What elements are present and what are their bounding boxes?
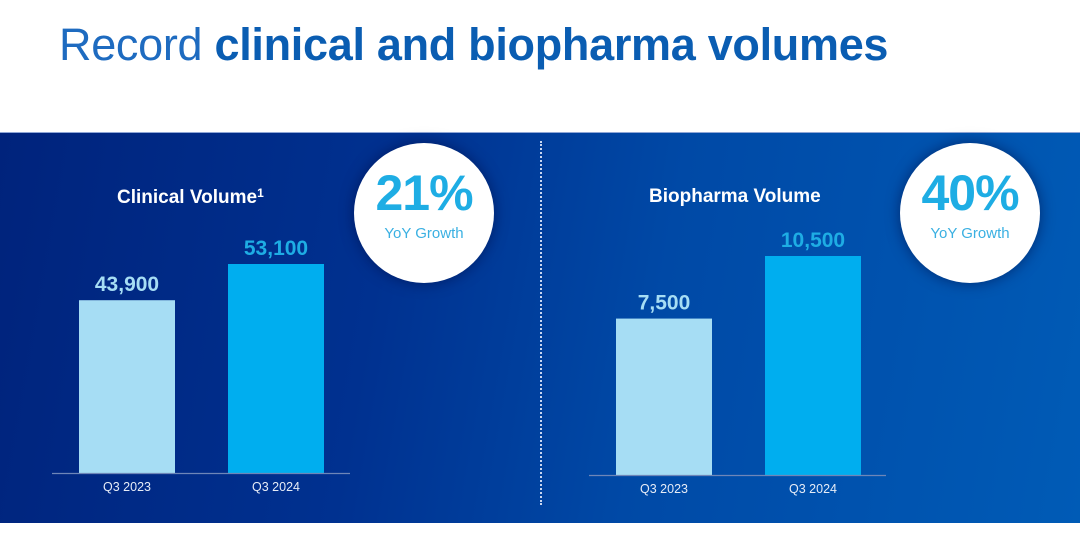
biopharma-bar-current	[765, 256, 861, 475]
clinical-data-label: 43,900	[95, 273, 159, 296]
clinical-growth-value: 21%	[375, 165, 473, 221]
biopharma-growth-badge: 40% YoY Growth	[900, 143, 1040, 283]
page-title-light: Record	[59, 19, 203, 70]
panel-divider	[540, 141, 542, 505]
clinical-x-tick-label: Q3 2024	[252, 480, 300, 494]
clinical-footnote-marker: 1	[257, 186, 264, 200]
clinical-data-label: 53,100	[244, 237, 308, 260]
biopharma-data-label: 10,500	[781, 229, 845, 252]
clinical-growth-badge: 21% YoY Growth	[354, 143, 494, 283]
biopharma-growth-value: 40%	[921, 165, 1019, 221]
clinical-growth-label: YoY Growth	[384, 225, 464, 242]
clinical-bar-prior	[79, 300, 175, 473]
biopharma-x-tick-label: Q3 2024	[789, 482, 837, 496]
biopharma-data-label: 7,500	[638, 292, 691, 315]
biopharma-chart-title-text: Biopharma Volume	[649, 186, 821, 207]
clinical-chart-title: Clinical Volume1	[117, 186, 264, 209]
biopharma-chart-title: Biopharma Volume	[649, 186, 821, 208]
clinical-bar-current	[228, 264, 324, 473]
page-title-bold: clinical and biopharma volumes	[214, 19, 889, 70]
biopharma-bar-prior	[616, 318, 712, 475]
biopharma-x-tick-label: Q3 2023	[640, 482, 688, 496]
clinical-x-tick-label: Q3 2023	[103, 480, 151, 494]
clinical-chart-title-text: Clinical Volume	[117, 187, 258, 208]
biopharma-growth-label: YoY Growth	[930, 225, 1010, 242]
page-title: Record clinical and biopharma volumes	[59, 18, 888, 72]
